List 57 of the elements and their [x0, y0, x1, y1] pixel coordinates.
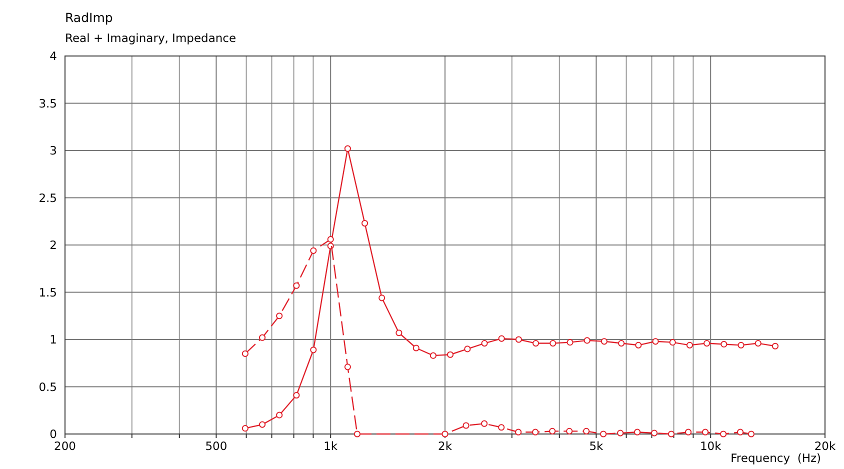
y-tick-label: 0.5	[38, 380, 57, 394]
point	[446, 351, 454, 358]
point	[258, 421, 266, 428]
y-tick-label: 4	[50, 49, 57, 63]
point	[635, 342, 642, 348]
point	[344, 145, 351, 152]
point	[412, 344, 420, 352]
y-tick-label: 3	[50, 144, 57, 158]
x-tick-label: 20k	[814, 439, 836, 453]
point	[378, 294, 386, 302]
point	[242, 425, 248, 432]
point	[293, 282, 300, 289]
y-tick-label: 2	[50, 238, 57, 252]
y-tick-label: 1.5	[38, 285, 57, 300]
y-tick-label: 3.5	[38, 96, 57, 110]
point	[276, 312, 283, 320]
point	[344, 364, 351, 370]
y-tick-label: 0	[50, 427, 57, 441]
point	[293, 392, 300, 399]
point	[242, 350, 248, 357]
point	[704, 340, 710, 347]
point	[515, 336, 522, 343]
point	[532, 340, 540, 347]
chart-title: RadImp	[65, 10, 113, 25]
x-tick-label: 200	[54, 439, 76, 453]
point	[498, 335, 505, 342]
point	[550, 340, 556, 347]
x-tick-label: 500	[205, 439, 228, 453]
point	[652, 338, 659, 345]
point	[310, 247, 317, 254]
point	[396, 330, 402, 336]
point	[686, 342, 694, 348]
x-tick-label: 1k	[324, 439, 338, 453]
x-tick-label: 2k	[438, 439, 452, 453]
point	[720, 340, 728, 348]
y-tick-label: 1	[50, 332, 57, 346]
chart-subtitle: Real + Imaginary, Impedance	[65, 31, 236, 45]
y-tick-label: 2.5	[38, 190, 57, 205]
x-axis-title: Frequency (Hz)	[730, 451, 821, 465]
point	[600, 338, 608, 345]
point	[754, 340, 762, 347]
point	[361, 220, 368, 227]
x-tick-label: 10k	[700, 439, 722, 453]
point	[464, 346, 471, 352]
point	[276, 412, 283, 418]
point	[584, 337, 590, 344]
point	[669, 339, 676, 346]
point	[310, 346, 317, 354]
point	[327, 236, 334, 243]
x-tick-label: 5k	[589, 439, 604, 453]
point	[258, 334, 266, 341]
point	[738, 342, 744, 348]
point	[430, 352, 436, 359]
point	[481, 340, 488, 347]
point	[618, 340, 625, 347]
point	[566, 339, 574, 346]
point	[772, 342, 779, 350]
